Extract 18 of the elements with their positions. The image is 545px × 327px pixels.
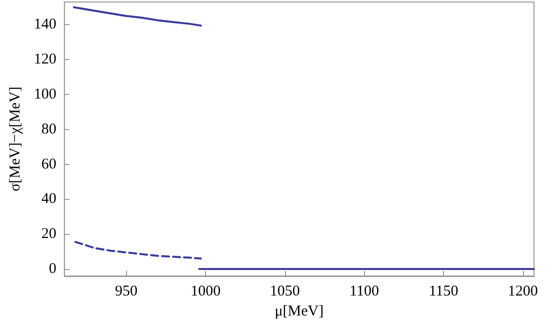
line-series	[72, 6, 202, 27]
x-axis-title: μ[MeV]	[274, 304, 324, 320]
y-tick-label: 80	[41, 121, 56, 138]
x-tick-label: 950	[115, 284, 138, 300]
y-tick-label: 120	[34, 52, 56, 68]
y-tick-label: 40	[41, 191, 56, 208]
y-tick-label: 100	[34, 86, 56, 102]
x-tick-label: 1000	[190, 284, 221, 300]
x-tick-label: 1100	[350, 284, 379, 300]
x-tick-label: 1150	[428, 284, 458, 300]
y-tick-label: 20	[41, 226, 56, 242]
y-tick-label: 0	[48, 261, 56, 278]
y-tick-label: 140	[34, 16, 56, 33]
y-axis-title: σ[MeV]−χ[MeV]	[8, 86, 24, 192]
x-tick-label: 1050	[270, 284, 300, 300]
y-tick-label: 60	[41, 156, 56, 172]
x-tick-label: 1200	[508, 284, 538, 300]
line-series	[74, 240, 202, 260]
